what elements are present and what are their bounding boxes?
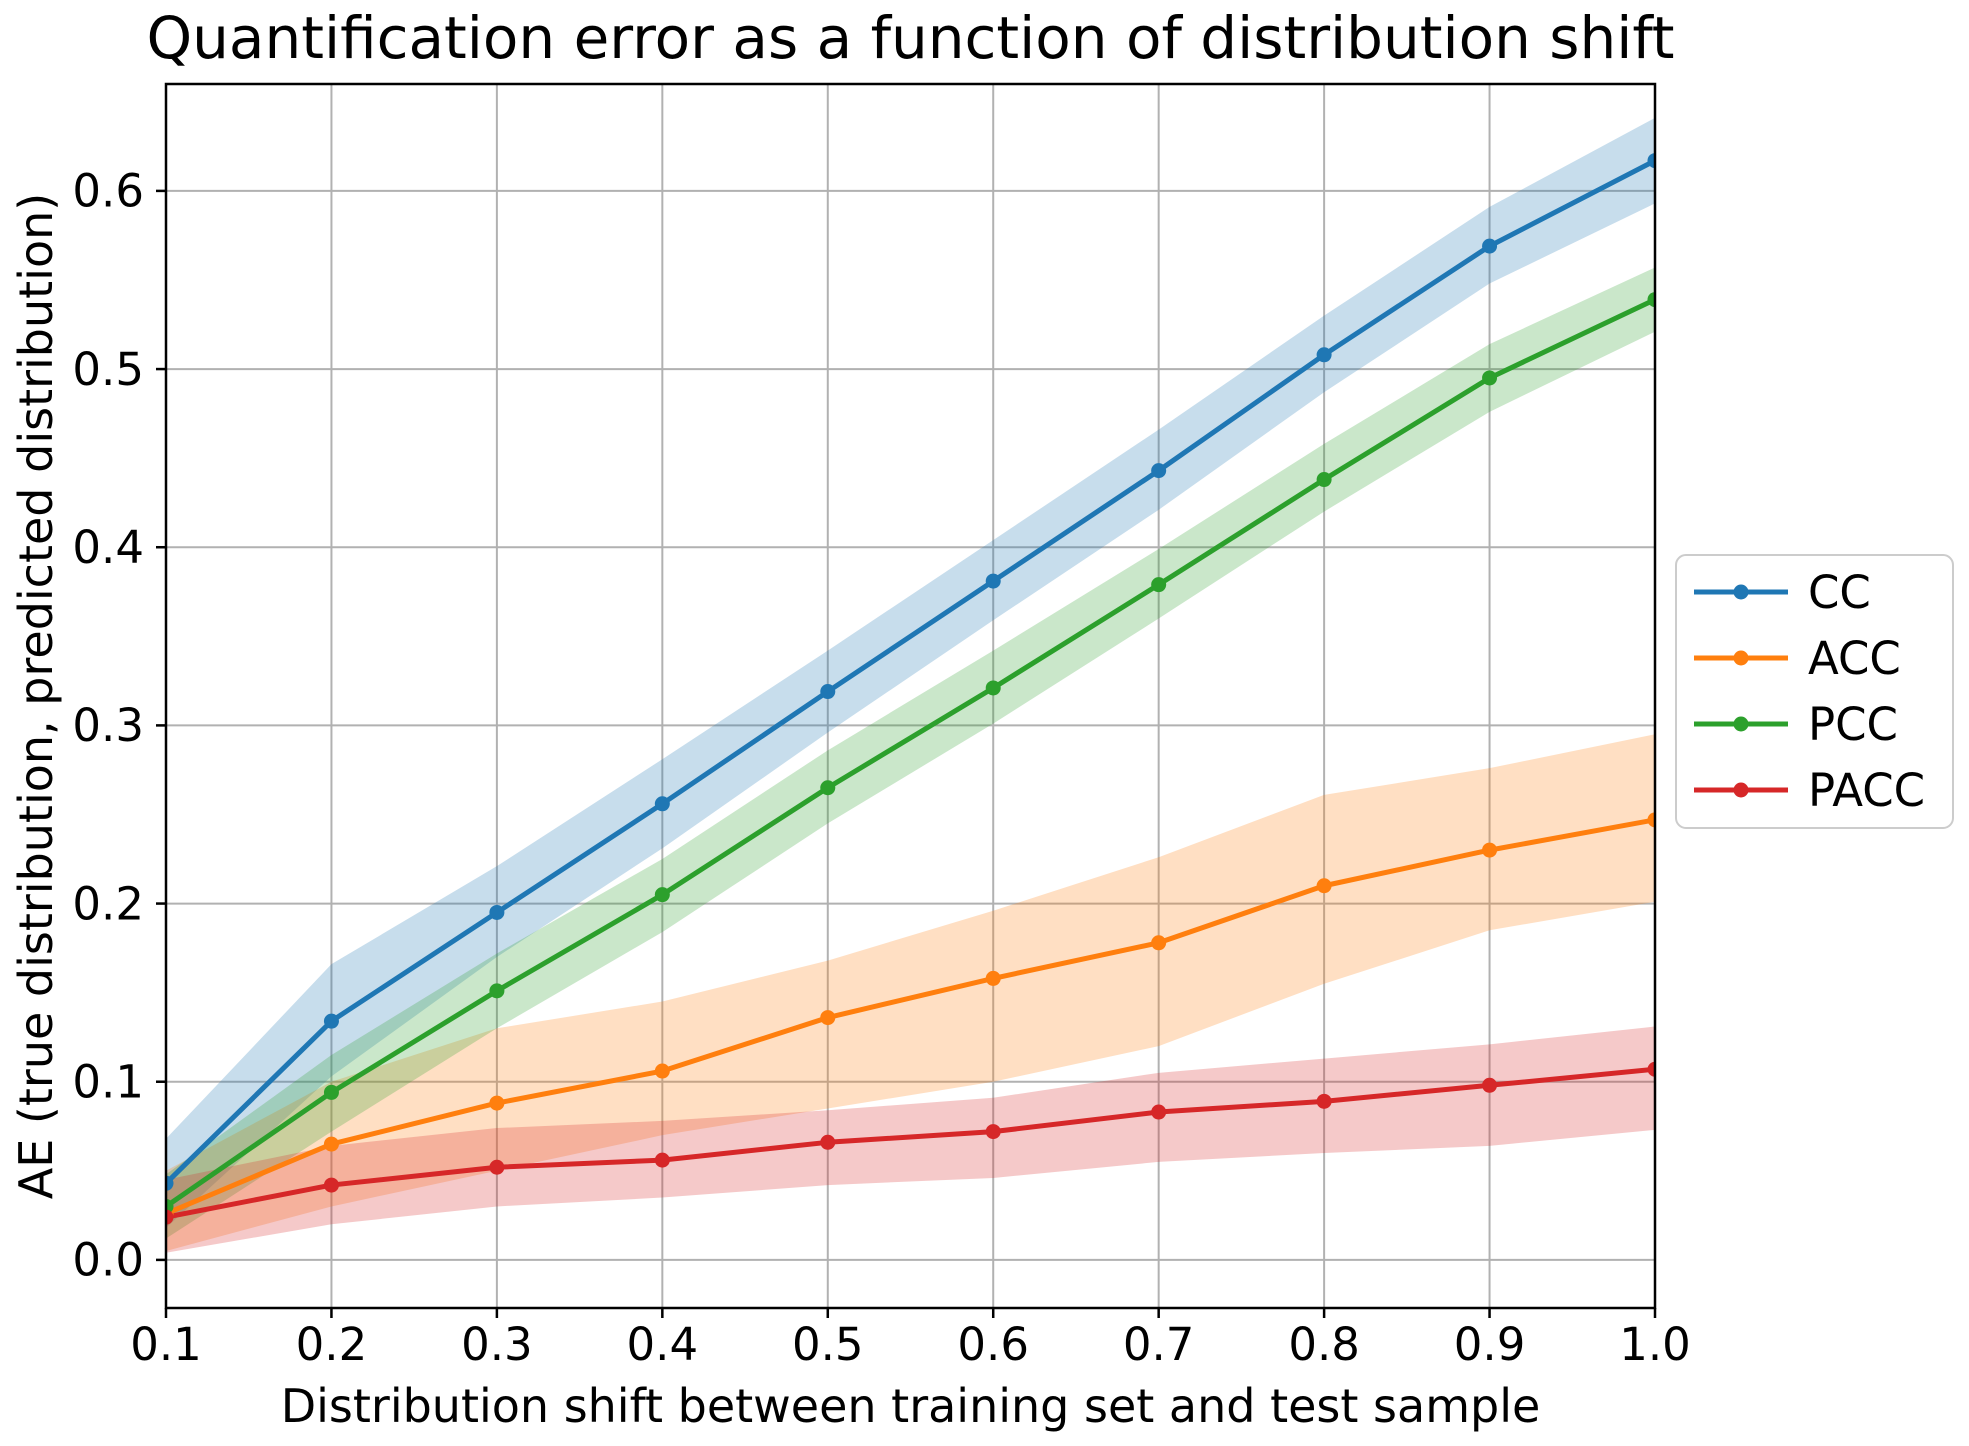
y-tick-label: 0.5 bbox=[72, 343, 144, 396]
y-tick-label: 0.2 bbox=[72, 877, 144, 930]
series-ACC-marker bbox=[323, 1136, 339, 1152]
series-CC-marker bbox=[1482, 238, 1498, 254]
x-tick-label: 0.8 bbox=[1288, 1318, 1360, 1371]
y-tick-label: 0.0 bbox=[72, 1234, 144, 1287]
series-ACC-marker bbox=[820, 1010, 836, 1026]
legend-marker-sample bbox=[1733, 650, 1749, 666]
y-tick-label: 0.3 bbox=[72, 699, 144, 752]
x-tick-label: 0.9 bbox=[1454, 1318, 1526, 1371]
legend-marker-sample bbox=[1733, 584, 1749, 600]
series-PACC-marker bbox=[985, 1124, 1001, 1140]
series-CC-marker bbox=[1316, 347, 1332, 363]
series-PCC-marker bbox=[985, 680, 1001, 696]
series-PACC-marker bbox=[820, 1134, 836, 1150]
legend-label: CC bbox=[1808, 566, 1871, 619]
series-PCC-marker bbox=[654, 887, 670, 903]
series-PCC-marker bbox=[1482, 370, 1498, 386]
x-tick-label: 0.7 bbox=[1123, 1318, 1195, 1371]
series-CC-marker bbox=[654, 796, 670, 812]
legend-label: ACC bbox=[1808, 632, 1901, 685]
x-tick-label: 0.3 bbox=[461, 1318, 533, 1371]
chart-title: Quantification error as a function of di… bbox=[147, 4, 1675, 72]
series-ACC-marker bbox=[985, 970, 1001, 986]
series-ACC-band bbox=[166, 734, 1655, 1251]
series-CC-marker bbox=[985, 573, 1001, 589]
series-PACC-marker bbox=[1316, 1093, 1332, 1109]
series-PACC-marker bbox=[1151, 1104, 1167, 1120]
series-ACC-marker bbox=[1316, 878, 1332, 894]
y-axis-label: AE (true distribution, predicted distrib… bbox=[9, 193, 63, 1199]
x-tick-label: 0.6 bbox=[957, 1318, 1029, 1371]
legend-box bbox=[1675, 554, 1954, 829]
legend-entry-PCC: PCC bbox=[1694, 698, 1898, 751]
series-PCC-marker bbox=[489, 983, 505, 999]
x-tick-label: 0.1 bbox=[130, 1318, 202, 1371]
legend-marker-sample bbox=[1733, 782, 1749, 798]
ticks: 0.1 0.2 0.3 0.4 0.5 0.6 0.7 0.8 0.9 1.0 0.0 0.1 0.2 0… bbox=[72, 165, 1690, 1371]
x-tick-label: 1.0 bbox=[1619, 1318, 1691, 1371]
series-PCC-marker bbox=[1151, 577, 1167, 593]
series-CC-band bbox=[166, 117, 1655, 1228]
series-CC-marker bbox=[489, 904, 505, 920]
series-PACC-line bbox=[166, 1066, 1655, 1220]
series-ACC-marker bbox=[654, 1063, 670, 1079]
series-ACC-marker bbox=[1151, 935, 1167, 951]
series-ACC-marker bbox=[1482, 842, 1498, 858]
series-PACC-band bbox=[166, 1026, 1655, 1253]
legend: CC ACC PCC PACC bbox=[1675, 554, 1954, 829]
x-tick-label: 0.5 bbox=[792, 1318, 864, 1371]
plot-area bbox=[166, 117, 1655, 1253]
series-CC-line bbox=[166, 158, 1655, 1186]
legend-label: PCC bbox=[1808, 698, 1898, 751]
series-PACC-marker bbox=[323, 1177, 339, 1193]
axes-spines bbox=[164, 82, 1657, 1310]
series-ACC-marker bbox=[489, 1095, 505, 1111]
series-PACC-marker bbox=[1482, 1077, 1498, 1093]
series-PCC-marker bbox=[820, 780, 836, 796]
series-PCC-band bbox=[166, 267, 1655, 1239]
legend-label: PACC bbox=[1808, 764, 1925, 817]
series-PACC-marker bbox=[166, 1209, 174, 1225]
series-PACC-marker bbox=[654, 1152, 670, 1168]
series-PACC-marker bbox=[489, 1159, 505, 1175]
series-PACC-marker bbox=[1647, 1061, 1655, 1077]
series-CC-marker bbox=[1151, 463, 1167, 479]
y-tick-label: 0.6 bbox=[72, 165, 144, 218]
x-tick-label: 0.4 bbox=[627, 1318, 699, 1371]
legend-entry-PACC: PACC bbox=[1694, 764, 1925, 817]
y-tick-label: 0.4 bbox=[72, 521, 144, 574]
series-CC-marker bbox=[166, 1175, 174, 1191]
series-CC-marker bbox=[323, 1013, 339, 1029]
series-PCC-marker bbox=[1647, 292, 1655, 308]
y-tick-label: 0.1 bbox=[72, 1055, 144, 1108]
series-ACC-line bbox=[166, 817, 1655, 1217]
series-ACC-marker bbox=[1647, 812, 1655, 828]
legend-entry-ACC: ACC bbox=[1694, 632, 1901, 685]
legend-entry-CC: CC bbox=[1694, 566, 1871, 619]
x-tick-label: 0.2 bbox=[296, 1318, 368, 1371]
x-axis-label: Distribution shift between training set … bbox=[281, 1379, 1541, 1433]
series-CC-marker bbox=[820, 684, 836, 700]
series-PCC-marker bbox=[1316, 472, 1332, 488]
series-PCC-marker bbox=[323, 1084, 339, 1100]
legend-marker-sample bbox=[1733, 716, 1749, 732]
series-CC-marker bbox=[1647, 153, 1655, 169]
series-PCC-line bbox=[166, 297, 1655, 1209]
